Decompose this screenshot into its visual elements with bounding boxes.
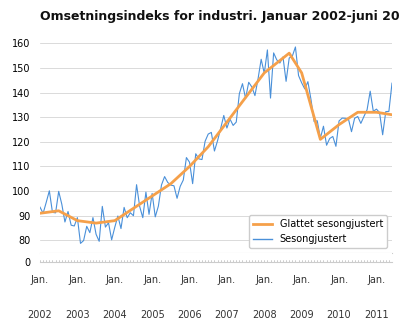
Text: Jan.: Jan.: [255, 276, 273, 285]
Text: 2009: 2009: [289, 310, 314, 320]
Text: 2008: 2008: [252, 310, 276, 320]
Text: 2007: 2007: [214, 310, 239, 320]
Text: Jan.: Jan.: [106, 276, 124, 285]
Text: 2004: 2004: [102, 310, 127, 320]
Text: Jan.: Jan.: [31, 276, 49, 285]
Text: Jan.: Jan.: [180, 276, 198, 285]
Text: Jan.: Jan.: [293, 276, 311, 285]
Text: 2011: 2011: [364, 310, 389, 320]
Text: 2006: 2006: [177, 310, 202, 320]
Text: Jan.: Jan.: [68, 276, 86, 285]
Text: Jan.: Jan.: [143, 276, 161, 285]
Text: Jan.: Jan.: [330, 276, 348, 285]
Text: 2005: 2005: [140, 310, 164, 320]
Text: 2010: 2010: [327, 310, 351, 320]
Legend: Glattet sesongjustert, Sesongjustert: Glattet sesongjustert, Sesongjustert: [249, 215, 387, 248]
Text: 2002: 2002: [28, 310, 52, 320]
Text: Jan.: Jan.: [218, 276, 236, 285]
Text: Omsetningsindeks for industri. Januar 2002-juni 2011. 2005=100: Omsetningsindeks for industri. Januar 20…: [40, 10, 400, 23]
Text: Jan.: Jan.: [367, 276, 386, 285]
Text: 2003: 2003: [65, 310, 90, 320]
